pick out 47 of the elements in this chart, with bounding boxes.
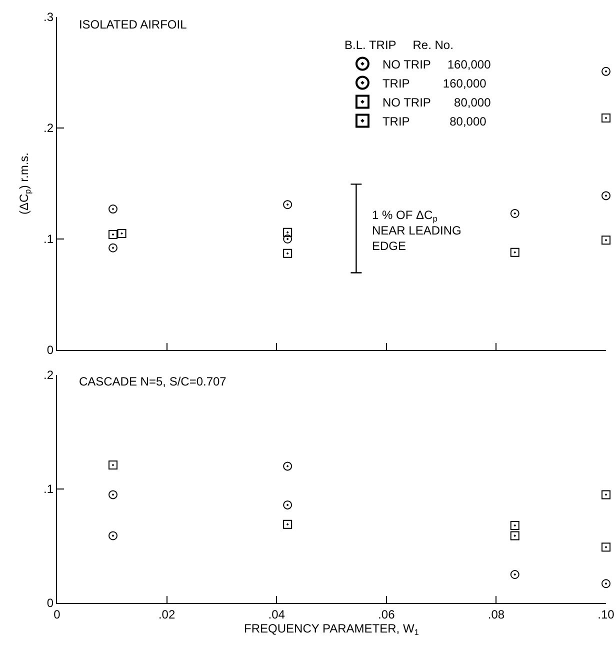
- x-tick-label: .08: [488, 608, 505, 622]
- point: [283, 200, 292, 210]
- point: [602, 191, 610, 200]
- point: [510, 570, 520, 579]
- point: [283, 228, 292, 237]
- point: [283, 462, 292, 471]
- point: [602, 579, 610, 588]
- point: [602, 236, 610, 245]
- y-tick-label: .1: [43, 232, 54, 246]
- point: [108, 531, 118, 540]
- point: [108, 243, 118, 252]
- point: [108, 490, 118, 500]
- y-tick-label: .2: [43, 368, 54, 382]
- point: [602, 114, 610, 123]
- point: [283, 248, 292, 258]
- point: [602, 490, 610, 500]
- point: [108, 460, 118, 470]
- legend-label: TRIP 80,000: [382, 114, 487, 128]
- y-tick-label: 0: [46, 596, 54, 610]
- y-tick-label: 0: [46, 343, 54, 358]
- x-tick-label: .06: [378, 608, 396, 622]
- point: [108, 230, 118, 240]
- point: [117, 228, 126, 238]
- legend-title: B.L. TRIP Re. No.: [344, 38, 454, 52]
- point: [510, 248, 520, 257]
- x-axis-title: FREQUENCY PARAMETER, W$_{1}$: [244, 622, 420, 638]
- x-tick-label: .10: [598, 608, 615, 622]
- y-tick-label: .3: [43, 10, 54, 24]
- point: [283, 520, 292, 529]
- point: [283, 500, 292, 510]
- annotation: 1 % OF ΔC$_{p}$ NEAR LEADING EDGE: [372, 208, 462, 254]
- legend-label: NO TRIP 160,000: [382, 57, 492, 72]
- chart-title: ISOLATED AIRFOIL: [78, 18, 188, 32]
- y-tick-label: .2: [43, 121, 54, 136]
- y-tick-label: .1: [43, 482, 54, 496]
- legend-label: TRIP 160,000: [382, 76, 487, 90]
- x-tick-label: .02: [158, 608, 176, 622]
- point: [602, 66, 610, 76]
- chart-title: CASCADE N=5, S/C=0.707: [78, 374, 227, 389]
- point: [602, 542, 610, 552]
- x-tick-label: .04: [268, 608, 286, 622]
- point: [510, 531, 520, 540]
- point: [108, 204, 118, 214]
- point: [283, 234, 292, 244]
- point: [510, 520, 520, 530]
- legend-label: NO TRIP 80,000: [382, 95, 492, 110]
- point: [510, 208, 520, 218]
